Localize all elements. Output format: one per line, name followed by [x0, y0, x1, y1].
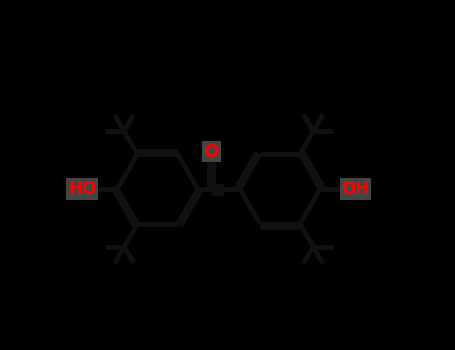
Text: O: O — [203, 142, 219, 161]
Text: HO: HO — [68, 180, 96, 198]
Text: OH: OH — [341, 180, 369, 198]
